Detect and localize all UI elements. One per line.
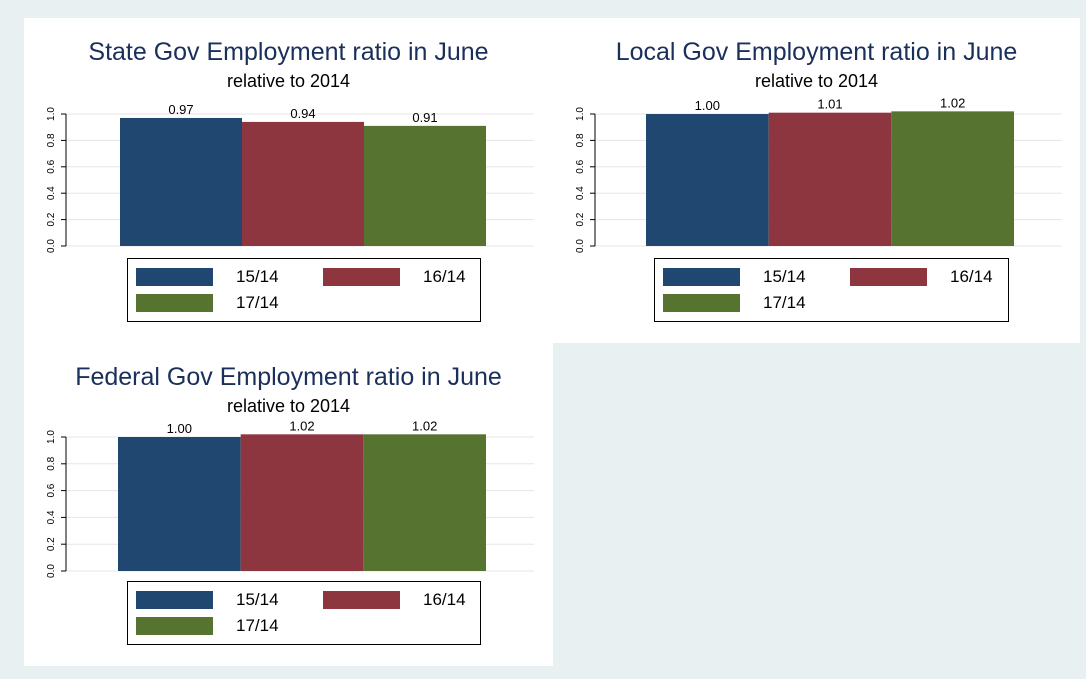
federal-gov-chart-panel: Federal Gov Employment ratio in June rel…: [24, 343, 553, 666]
bar-plot: 0.0 0.2 0.4 0.6 0.8 1.0 1.00 1.01 1.02: [575, 95, 1062, 253]
y-tick-label: 0.6: [575, 159, 586, 173]
bar-value-label: 1.02: [289, 418, 314, 433]
state-gov-chart-panel: State Gov Employment ratio in June relat…: [24, 18, 553, 343]
legend-swatch: [663, 268, 740, 286]
chart-title: Local Gov Employment ratio in June: [615, 38, 1018, 66]
y-tick-label: 0.8: [575, 133, 586, 147]
bar-plot: 0.0 0.2 0.4 0.6 0.8 1.0 0.97 0.94 0.91: [46, 102, 534, 253]
y-tick-label: 0.0: [575, 239, 586, 253]
y-tick-label: 0.6: [46, 483, 57, 497]
y-tick-label: 0.8: [46, 133, 57, 147]
bar-value-label: 0.94: [290, 106, 315, 121]
bar: [240, 434, 364, 571]
chart-subtitle: relative to 2014: [226, 71, 351, 91]
chart-legend: 15/14 16/14 17/14: [127, 258, 481, 322]
y-tick-label: 1.0: [46, 107, 57, 121]
chart-title: Federal Gov Employment ratio in June: [75, 363, 502, 391]
chart-title: State Gov Employment ratio in June: [88, 38, 489, 66]
legend-label: 16/14: [423, 267, 466, 286]
bar: [120, 117, 242, 247]
legend-label: 16/14: [950, 267, 993, 286]
y-tick-label: 0.4: [46, 186, 57, 200]
bar-value-label: 0.91: [412, 110, 437, 125]
y-tick-label: 0.0: [46, 564, 57, 578]
y-tick-label: 0.8: [46, 456, 57, 470]
legend-swatch: [323, 591, 400, 609]
legend-label: 16/14: [423, 590, 466, 609]
bar-value-label: 1.00: [167, 421, 192, 436]
y-tick-label: 1.0: [46, 430, 57, 444]
legend-label: 17/14: [236, 293, 279, 312]
legend-label: 15/14: [763, 267, 806, 286]
bar-value-label: 1.00: [695, 98, 720, 113]
chart-subtitle: relative to 2014: [226, 396, 351, 416]
chart-legend: 15/14 16/14 17/14: [127, 581, 481, 645]
bar-value-label: 0.97: [168, 102, 193, 117]
legend-label: 17/14: [236, 616, 279, 635]
chart-subtitle: relative to 2014: [754, 71, 879, 91]
bar: [118, 437, 241, 571]
bar: [768, 112, 892, 247]
y-tick-label: 0.0: [46, 239, 57, 253]
y-tick-label: 0.2: [46, 537, 57, 551]
bar: [891, 111, 1014, 246]
bar-plot: 0.0 0.2 0.4 0.6 0.8 1.0 1.00 1.02 1.02: [46, 418, 534, 578]
local-gov-chart-panel: Local Gov Employment ratio in June relat…: [553, 18, 1080, 343]
legend-swatch: [136, 294, 213, 312]
bar: [646, 114, 769, 246]
legend-swatch: [136, 591, 213, 609]
legend-swatch: [850, 268, 927, 286]
legend-label: 17/14: [763, 293, 806, 312]
bar: [363, 434, 486, 571]
y-tick-label: 1.0: [575, 107, 586, 121]
legend-label: 15/14: [236, 590, 279, 609]
y-tick-label: 0.4: [575, 186, 586, 200]
bar-value-label: 1.01: [817, 97, 842, 112]
y-tick-label: 0.2: [575, 212, 586, 226]
y-tick-label: 0.4: [46, 510, 57, 524]
legend-swatch: [136, 268, 213, 286]
y-tick-label: 0.6: [46, 159, 57, 173]
legend-label: 15/14: [236, 267, 279, 286]
bar: [364, 125, 486, 246]
chart-legend: 15/14 16/14 17/14: [654, 258, 1009, 322]
bar-value-label: 1.02: [940, 95, 965, 110]
bar-value-label: 1.02: [412, 418, 437, 433]
y-tick-label: 0.2: [46, 212, 57, 226]
bar: [242, 121, 364, 246]
legend-swatch: [663, 294, 740, 312]
legend-swatch: [136, 617, 213, 635]
legend-swatch: [323, 268, 400, 286]
